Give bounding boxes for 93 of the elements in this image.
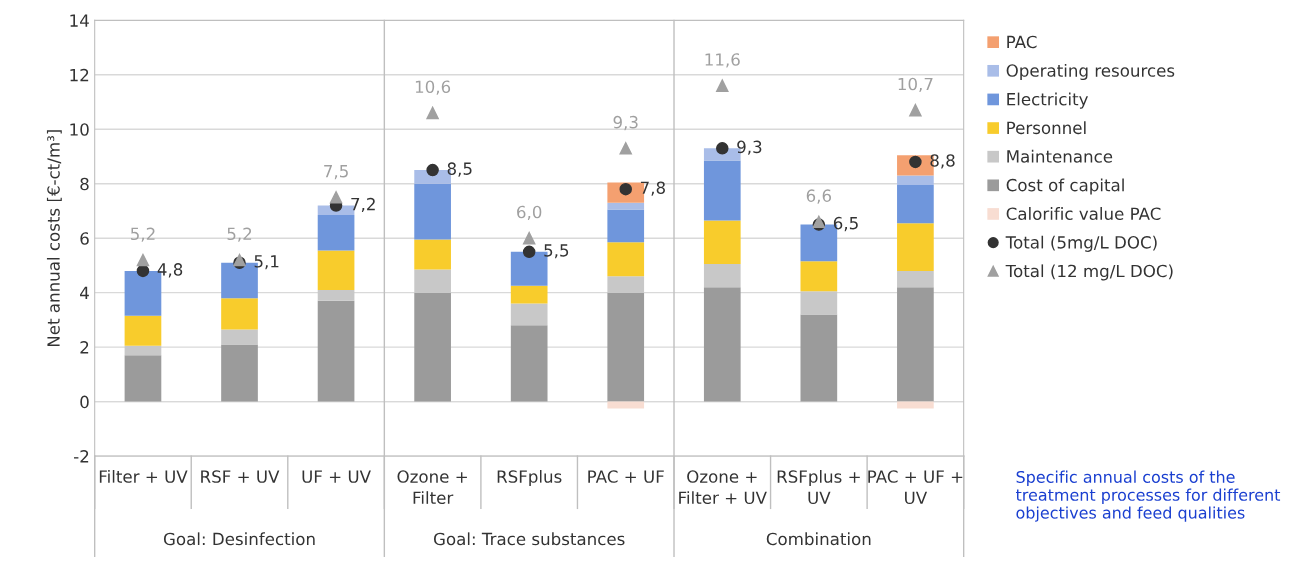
bar [703,220,741,265]
bar [703,264,741,288]
data-label: 7,2 [351,197,375,213]
bar [607,242,645,277]
data-label: 5,1 [254,255,279,270]
bar [414,183,451,240]
bar [607,292,645,402]
bar [317,250,355,290]
legend-label: Total (12 mg/L DOC) [1005,264,1173,281]
text: Goal: Desinfection [163,532,315,546]
y-tick-label: 4 [80,286,89,300]
bar [703,160,741,221]
y-tick-label: 10 [70,123,89,136]
data-label: 5,2 [227,227,252,242]
y-tick-label: 14 [70,14,89,27]
legend-label: Operating resources [1006,63,1175,81]
bar [897,270,934,288]
legend-label: PAC [1007,35,1037,49]
data-label: 6,0 [517,205,542,221]
data-label: 4,8 [157,263,183,278]
point [426,106,439,120]
point [522,231,536,245]
point [136,264,150,278]
point [619,142,632,155]
data-label: 9,3 [613,115,638,131]
bar [897,175,934,186]
text: Goal: Trace substances [433,532,625,546]
bar [414,239,451,270]
y-tick-label: 12 [70,68,89,82]
data-label: 6,6 [806,189,832,204]
text: Combination [766,532,871,546]
y-tick-label: 8 [80,177,89,191]
bar [800,261,838,292]
bar [510,303,548,326]
data-label: 8,5 [447,162,472,177]
x-tick-label: PAC + UF + UV [868,470,963,505]
bar [703,287,741,402]
bar [897,185,934,224]
data-label: 10,6 [415,80,451,95]
text: Specific annual costs of the treatment processes for different objectives and feed qualities [1015,470,1281,522]
bar [317,300,355,402]
bar [414,269,451,293]
bar [414,292,451,402]
point [426,163,439,177]
legend-label: Maintenance [1007,149,1113,163]
legend-label: Electricity [1007,92,1088,109]
bar [124,315,162,346]
legend-label: Personnel [1007,121,1086,135]
point [329,191,343,204]
bar [800,291,838,315]
data-label: 9,3 [737,140,762,155]
y-tick-label: 2 [80,341,89,354]
bar [897,223,934,271]
data-label: 6,5 [833,216,858,232]
legend-label: Calorific value PAC [1006,207,1161,221]
y-tick-label: -2 [74,450,89,463]
data-label: 11,6 [705,53,740,68]
bar [800,314,838,402]
legend-label: Total (5mg/L DOC) [1005,235,1157,252]
x-tick-label: Ozone + Filter [397,470,467,505]
x-tick-label: RSF + UV [201,470,280,483]
bar [317,215,355,251]
y-axis-title: Net annual costs [€-ct/m³] [46,130,62,347]
bar [607,276,645,293]
bar [221,298,258,330]
data-label: 10,7 [898,77,933,93]
bar [897,287,934,402]
x-tick-label: RSFplus + UV [777,469,860,505]
bar [124,345,162,356]
x-tick-label: UF + UV [302,470,371,483]
bar [317,289,355,301]
legend-label: Cost of capital [1006,178,1124,195]
bar [510,325,548,402]
y-tick-label: 0 [80,395,89,409]
bar [607,209,645,243]
data-label: 7,5 [324,165,348,180]
bar [221,344,258,402]
data-label: 5,5 [544,244,569,259]
data-label: 5,2 [130,227,155,242]
x-tick-label: RSFplus [497,469,562,487]
point [909,103,922,117]
point [522,245,536,259]
bar [510,285,548,304]
bar [124,355,162,402]
x-tick-label: PAC + UF [588,470,664,483]
point [136,253,150,267]
point [716,142,729,155]
x-tick-label: Filter + UV [99,469,188,483]
point [716,79,729,92]
x-tick-label: Ozone + Filter + UV [679,470,767,505]
bar [607,202,645,210]
y-tick-label: 6 [80,232,89,245]
bar [221,329,258,345]
